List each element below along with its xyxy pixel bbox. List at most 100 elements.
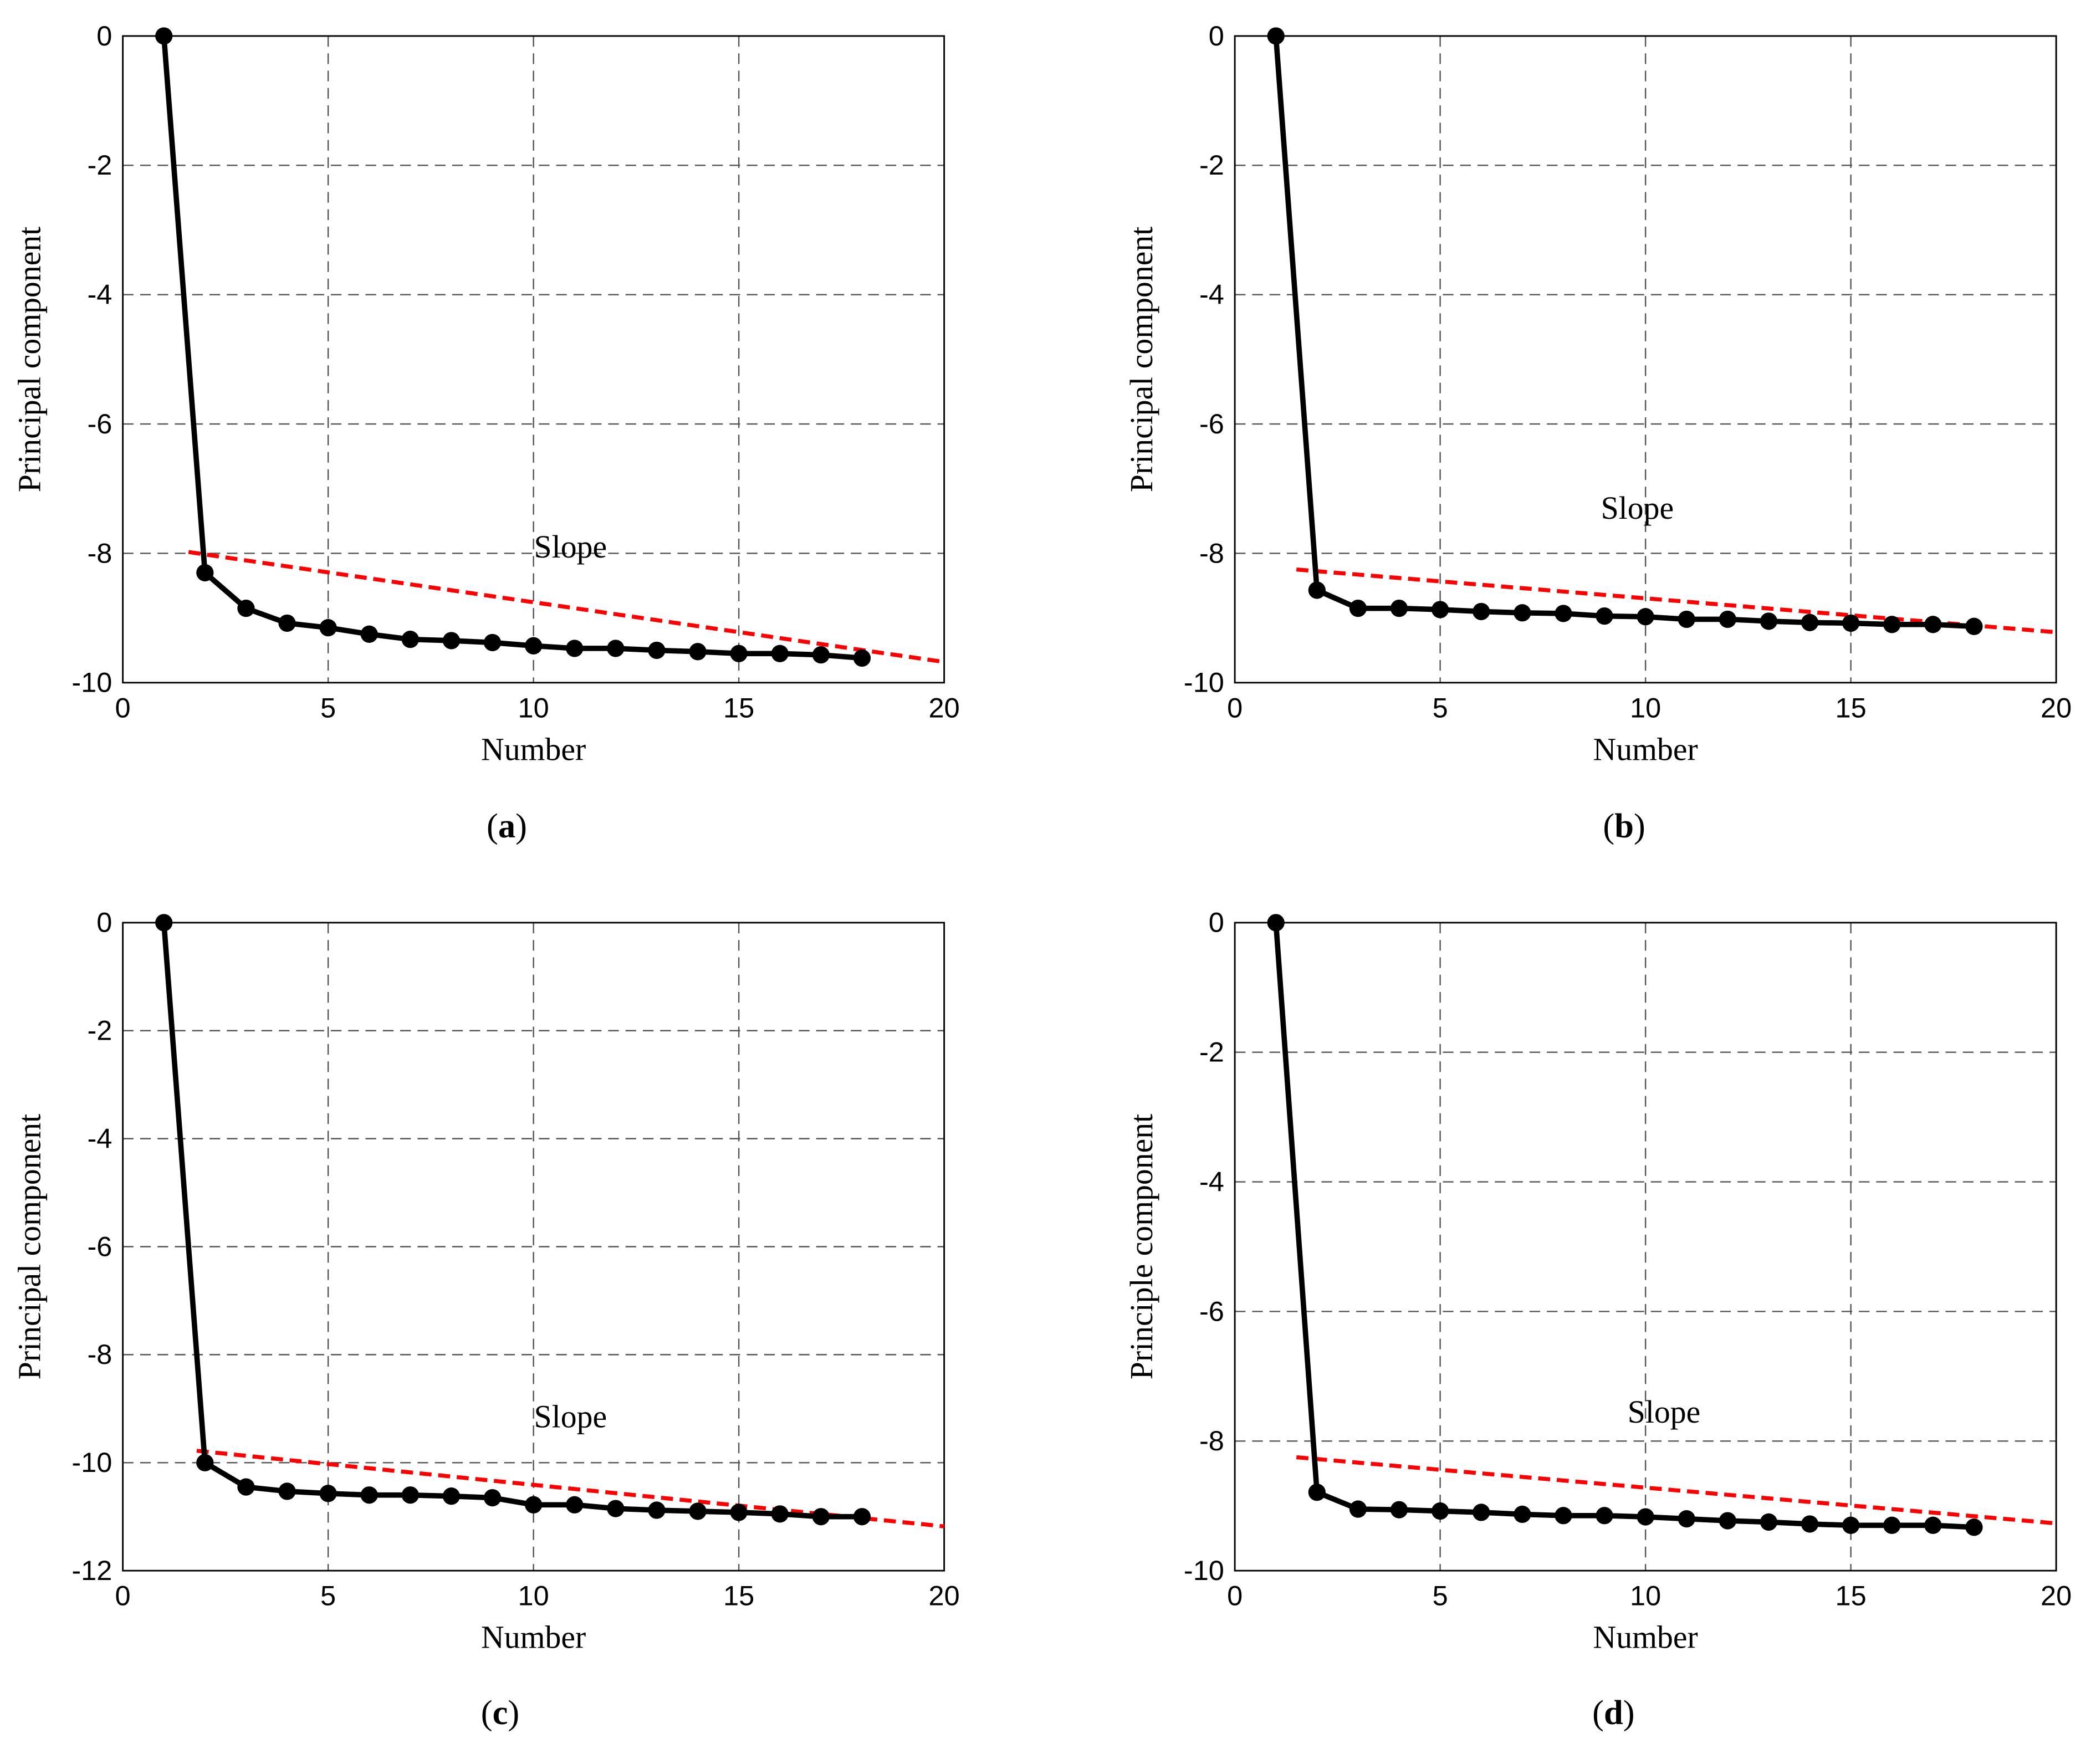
slope-annotation: Slope — [534, 1400, 607, 1435]
x-tick-label: 5 — [320, 1580, 336, 1612]
data-point — [1883, 1516, 1901, 1534]
x-axis-label: Number — [1593, 1620, 1698, 1655]
data-point — [524, 1496, 543, 1514]
data-point — [607, 1500, 625, 1517]
panel-label: (d) — [1592, 1693, 1634, 1732]
data-point — [771, 1505, 789, 1523]
data-point — [1637, 608, 1654, 626]
y-tick-label: 0 — [96, 20, 112, 52]
panel-letter: a — [498, 806, 515, 845]
data-point — [730, 645, 748, 662]
data-point — [155, 27, 173, 45]
data-point — [1842, 1516, 1860, 1534]
data-point — [1473, 602, 1490, 621]
series-line — [161, 922, 862, 1520]
data-point — [196, 564, 214, 582]
panel-letter: d — [1604, 1693, 1623, 1732]
x-tick-label: 5 — [1433, 692, 1448, 723]
chart-panel-d: 0 5 10 15 20 0 -2 -4 -6 -8 -10 Slope Number Principle… — [1124, 907, 2072, 1732]
y-tick-label: -2 — [1199, 149, 1224, 181]
y-tick-label: -4 — [87, 279, 112, 310]
y-tick-label: -10 — [71, 667, 112, 698]
data-point — [360, 1486, 378, 1504]
y-tick-label: -6 — [87, 1230, 112, 1262]
data-point — [1719, 1512, 1736, 1530]
data-point — [196, 1454, 214, 1471]
data-point — [1390, 599, 1408, 617]
data-point — [1842, 614, 1860, 632]
y-tick-label: -8 — [87, 1338, 112, 1370]
data-point — [401, 631, 419, 648]
x-tick-label: 15 — [1836, 1580, 1867, 1612]
data-point — [1760, 1513, 1778, 1531]
y-tick-label: -6 — [87, 408, 112, 439]
y-tick-label: -8 — [1199, 537, 1224, 569]
data-point — [566, 640, 584, 657]
data-point — [812, 1508, 830, 1526]
y-tick-label: -12 — [71, 1555, 112, 1586]
slope-annotation: Slope — [1628, 1395, 1701, 1430]
data-point — [319, 1485, 337, 1502]
x-tick-label: 0 — [1227, 692, 1243, 723]
y-tick-label: -8 — [87, 537, 112, 569]
data-point — [1596, 1507, 1613, 1525]
data-point — [689, 1502, 707, 1520]
x-tick-label: 15 — [723, 692, 754, 723]
y-axis-label: Principal component — [12, 1114, 47, 1379]
chart-panel-b: 0 5 10 15 20 0 -2 -4 -6 -8 -10 Slope Number Principal… — [1124, 20, 2072, 845]
x-tick-label: 10 — [518, 692, 549, 723]
data-point — [1924, 1516, 1942, 1534]
x-tick-label: 20 — [2041, 1580, 2072, 1612]
data-point — [648, 641, 666, 659]
data-point — [319, 618, 337, 637]
y-axis-label: Principal component — [12, 227, 47, 492]
data-point — [1965, 617, 1983, 635]
data-point — [648, 1501, 666, 1519]
y-tick-label: 0 — [1209, 907, 1224, 938]
data-point — [1596, 607, 1613, 625]
panel-letter: c — [493, 1693, 508, 1732]
data-point — [237, 599, 255, 617]
data-point — [360, 625, 378, 643]
data-point — [483, 633, 502, 652]
data-point — [1308, 581, 1326, 599]
data-point — [1349, 1500, 1367, 1518]
x-axis-label: Number — [1593, 732, 1698, 767]
x-tick-label: 20 — [2041, 692, 2072, 723]
data-point — [155, 914, 173, 932]
plot-frame — [1234, 922, 2057, 1572]
data-point — [1267, 27, 1285, 45]
x-tick-label: 10 — [1630, 1580, 1661, 1612]
panel-label: (a) — [487, 806, 527, 845]
x-tick-label: 15 — [723, 1580, 754, 1612]
plot-frame — [122, 35, 945, 684]
y-tick-label: -4 — [1199, 1165, 1224, 1197]
data-point — [853, 649, 871, 667]
data-point — [1514, 604, 1531, 622]
panel-label: (b) — [1603, 806, 1645, 845]
slope-line — [188, 550, 945, 664]
panel-label: (c) — [481, 1693, 519, 1732]
y-tick-label: -10 — [1184, 667, 1224, 698]
x-tick-label: 5 — [320, 692, 336, 723]
data-point — [1473, 1504, 1490, 1521]
y-tick-label: -8 — [1199, 1425, 1224, 1456]
data-point — [566, 1496, 584, 1514]
data-point — [524, 637, 543, 655]
slope-annotation: Slope — [1601, 491, 1674, 526]
chart-panel-a: 0 5 10 15 20 0 -2 -4 -6 -8 -10 Slope Number Principal… — [12, 20, 959, 845]
data-point — [1308, 1484, 1326, 1501]
y-tick-label: 0 — [1209, 20, 1224, 52]
data-point — [442, 1487, 461, 1505]
x-tick-label: 0 — [115, 1580, 131, 1612]
data-point — [1390, 1501, 1408, 1518]
y-tick-label: -6 — [1199, 1295, 1224, 1327]
data-point — [483, 1489, 502, 1507]
data-point — [1349, 599, 1367, 617]
data-point — [1760, 612, 1778, 630]
data-point — [1555, 1507, 1572, 1525]
data-point — [1801, 613, 1819, 631]
data-point — [442, 632, 461, 650]
slope-annotation: Slope — [534, 530, 607, 565]
